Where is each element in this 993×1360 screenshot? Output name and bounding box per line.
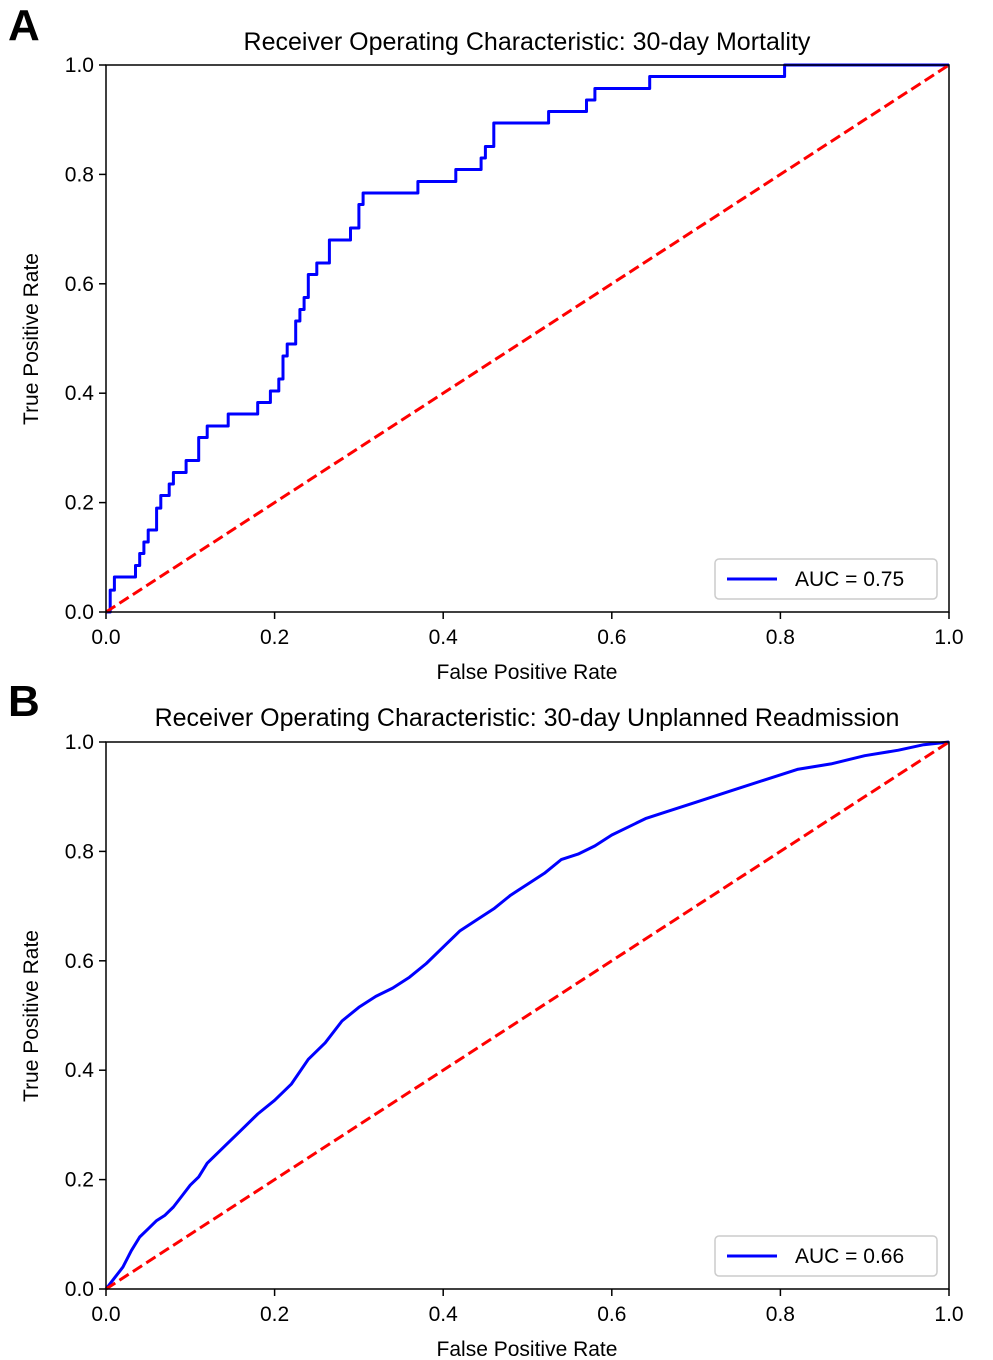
y-tick-label: 1.0 — [65, 731, 94, 754]
panel-b-chart: B Receiver Operating Characteristic: 30-… — [8, 677, 964, 1360]
axes-frame — [105, 64, 950, 613]
x-tick-label: 0.4 — [429, 1303, 459, 1326]
x-axis-label: False Positive Rate — [437, 661, 618, 684]
y-tick-label: 0.2 — [65, 492, 94, 515]
x-tick-label: 0.6 — [597, 626, 626, 649]
y-tick-label: 0.2 — [65, 1169, 94, 1192]
roc-curve-line — [106, 63, 949, 614]
panel-letter-b: B — [8, 677, 40, 726]
x-axis-label: False Positive Rate — [437, 1338, 618, 1360]
y-axis-label: True Positive Rate — [20, 253, 43, 425]
y-tick-label: 0.4 — [65, 1059, 95, 1082]
x-tick-label: 0.6 — [597, 1303, 626, 1326]
plot-area: 0.0 0.2 0.4 0.6 0.8 1.0 0.0 0.2 0.4 0.6 0.8 1.0 AUC … — [65, 54, 964, 649]
x-tick-label: 1.0 — [934, 626, 963, 649]
y-tick-label: 0.8 — [65, 840, 94, 863]
legend-box — [714, 558, 938, 600]
y-tick-label: 1.0 — [65, 54, 94, 77]
y-tick-label: 0.6 — [65, 950, 94, 973]
y-tick-label: 0.0 — [65, 601, 94, 624]
y-tick-label: 0.8 — [65, 163, 94, 186]
legend-label: AUC = 0.75 — [795, 568, 904, 591]
panel-a-chart: A Receiver Operating Characteristic: 30-… — [8, 1, 964, 684]
x-tick-label: 0.0 — [91, 1303, 120, 1326]
legend-box — [714, 1235, 938, 1277]
roc-curve-line — [104, 740, 950, 1290]
y-tick-label: 0.4 — [65, 382, 95, 405]
x-tick-label: 0.2 — [260, 626, 289, 649]
panel-letter-a: A — [8, 1, 40, 50]
x-tick-label: 0.0 — [91, 626, 120, 649]
plot-area: 0.0 0.2 0.4 0.6 0.8 1.0 0.0 0.2 0.4 0.6 0.8 1.0 AUC … — [65, 731, 964, 1326]
x-tick-label: 1.0 — [934, 1303, 963, 1326]
chance-diagonal-line — [105, 740, 950, 1291]
chance-diagonal-line — [105, 63, 950, 614]
x-tick-label: 0.8 — [766, 1303, 795, 1326]
axes-frame — [105, 741, 950, 1290]
y-tick-label: 0.6 — [65, 273, 94, 296]
chart-title: Receiver Operating Characteristic: 30-da… — [244, 28, 811, 56]
chart-title: Receiver Operating Characteristic: 30-da… — [155, 704, 900, 732]
y-axis-label: True Positive Rate — [20, 930, 43, 1102]
x-tick-label: 0.4 — [429, 626, 459, 649]
x-tick-label: 0.8 — [766, 626, 795, 649]
legend-label: AUC = 0.66 — [795, 1245, 904, 1268]
y-tick-label: 0.0 — [65, 1278, 94, 1301]
x-tick-label: 0.2 — [260, 1303, 289, 1326]
